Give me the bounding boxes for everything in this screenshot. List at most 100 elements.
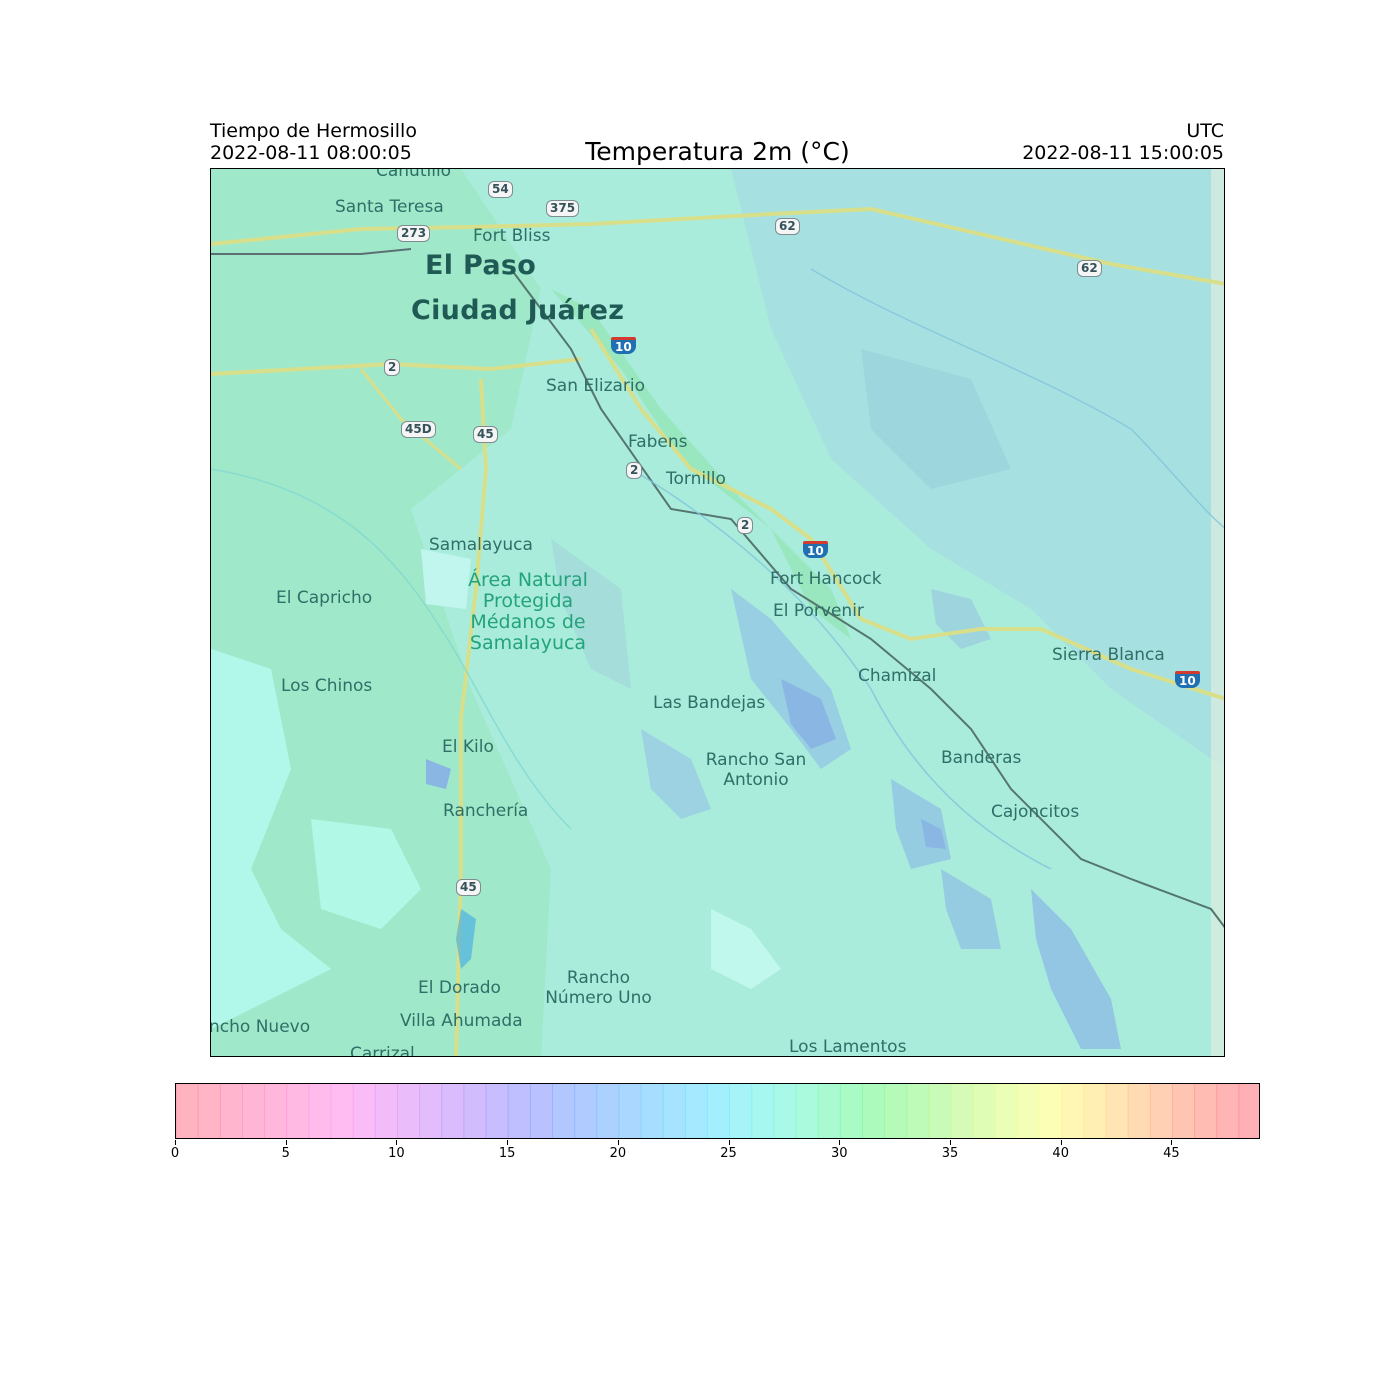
place-protected-area: Área Natural Protegida Médanos de Samala… xyxy=(463,570,593,654)
colorbar-swatch xyxy=(951,1084,974,1138)
numero-uno-line: Número Uno xyxy=(545,988,652,1008)
colorbar-tick-label: 25 xyxy=(720,1146,737,1161)
park-line-3: Médanos de xyxy=(470,611,586,633)
utc-label: UTC xyxy=(1186,120,1224,142)
highway-45-shield-south: 45 xyxy=(456,879,481,896)
colorbar-swatch xyxy=(508,1084,531,1138)
colorbar-swatch xyxy=(840,1084,863,1138)
colorbar-swatch xyxy=(176,1084,199,1138)
colorbar-tick xyxy=(617,1140,619,1145)
place-fort-bliss: Fort Bliss xyxy=(473,226,551,246)
place-villa-ahumada: Villa Ahumada xyxy=(400,1011,523,1031)
colorbar-swatch xyxy=(707,1084,731,1138)
temperature-map[interactable]: Canutillo Santa Teresa Fort Bliss El Pas… xyxy=(210,168,1225,1057)
colorbar-swatch xyxy=(906,1084,930,1138)
colorbar-tick xyxy=(396,1140,398,1145)
rancho-san-line: Rancho San xyxy=(705,750,807,770)
interstate-10-shield-sierra-blanca: 10 xyxy=(1175,671,1200,688)
place-san-elizario: San Elizario xyxy=(546,376,646,396)
colorbar-swatches xyxy=(176,1084,1259,1138)
place-los-lamentos: Los Lamentos xyxy=(789,1037,907,1057)
colorbar-tick xyxy=(1060,1140,1062,1145)
park-line-2: Protegida xyxy=(482,590,574,612)
park-line-4: Samalayuca xyxy=(469,632,587,654)
colorbar-tick xyxy=(728,1140,730,1145)
place-el-porvenir: El Porvenir xyxy=(773,601,864,621)
local-time-label: Tiempo de Hermosillo xyxy=(210,120,417,142)
place-el-dorado: El Dorado xyxy=(418,978,501,998)
colorbar-swatch xyxy=(796,1084,819,1138)
colorbar-swatch xyxy=(419,1084,443,1138)
colorbar-swatch xyxy=(220,1084,243,1138)
local-time-value: 2022-08-11 08:00:05 xyxy=(210,142,412,164)
colorbar-swatch xyxy=(441,1084,465,1138)
colorbar-tick-label: 40 xyxy=(1052,1146,1069,1161)
map-base-layer xyxy=(211,169,1224,1056)
colorbar-axis: 0 5 10 15 20 25 30 35 40 45 xyxy=(171,1140,1260,1170)
colorbar-tick-label: 45 xyxy=(1163,1146,1180,1161)
interstate-10-shield-hancock: 10 xyxy=(803,541,828,558)
place-chamizal: Chamizal xyxy=(858,666,937,686)
colorbar-swatch xyxy=(353,1084,376,1138)
colorbar-tick-label: 35 xyxy=(941,1146,959,1161)
colorbar-swatch xyxy=(751,1084,775,1138)
colorbar-swatch xyxy=(1017,1084,1041,1138)
colorbar-swatch xyxy=(641,1084,664,1138)
colorbar-tick xyxy=(285,1140,287,1145)
place-samalayuca: Samalayuca xyxy=(429,535,533,555)
colorbar-tick xyxy=(175,1140,176,1145)
colorbar-tick xyxy=(507,1140,509,1145)
place-rancho-san-antonio: Rancho San Antonio xyxy=(701,750,811,790)
highway-273-shield: 273 xyxy=(397,225,431,242)
highway-2-shield: 2 xyxy=(384,359,401,376)
interstate-10-shield: 10 xyxy=(611,337,636,354)
colorbar-swatch xyxy=(375,1084,398,1138)
antonio-line: Antonio xyxy=(723,770,789,790)
highway-62-shield-east: 62 xyxy=(1077,260,1102,277)
colorbar-swatch xyxy=(1194,1084,1218,1138)
colorbar-swatch xyxy=(884,1084,908,1138)
colorbar-swatch xyxy=(264,1084,288,1138)
rancho-line: Rancho xyxy=(566,968,631,988)
colorbar-tick-label: 15 xyxy=(498,1146,516,1161)
highway-45d-shield: 45D xyxy=(401,421,436,438)
colorbar-swatch xyxy=(530,1084,553,1138)
colorbar-swatch xyxy=(308,1084,332,1138)
place-fort-hancock: Fort Hancock xyxy=(770,569,882,589)
colorbar-swatch xyxy=(486,1084,509,1138)
colorbar-swatch xyxy=(729,1084,753,1138)
utc-time-header: UTC 2022-08-11 15:00:05 xyxy=(1022,120,1224,164)
place-ciudad-juarez: Ciudad Juárez xyxy=(411,295,625,326)
highway-54-shield: 54 xyxy=(488,181,513,198)
place-las-bandejas: Las Bandejas xyxy=(653,693,766,713)
colorbar-swatch xyxy=(463,1084,487,1138)
local-time-header: Tiempo de Hermosillo 2022-08-11 08:00:05 xyxy=(210,120,417,164)
place-fabens: Fabens xyxy=(628,432,688,452)
place-sierra-blanca: Sierra Blanca xyxy=(1052,645,1165,665)
colorbar-swatch xyxy=(198,1084,221,1138)
colorbar-swatch xyxy=(1238,1084,1259,1138)
place-canutillo: Canutillo xyxy=(376,168,452,181)
place-rancheria: Ranchería xyxy=(443,801,529,821)
colorbar-tick-label: 30 xyxy=(831,1146,848,1161)
highway-2-shield-tornillo: 2 xyxy=(737,517,754,534)
colorbar-tick-label: 10 xyxy=(388,1146,405,1161)
place-rancho-nuevo: ncho Nuevo xyxy=(210,1017,311,1037)
colorbar-swatch xyxy=(1216,1084,1240,1138)
colorbar-swatch xyxy=(862,1084,886,1138)
place-banderas: Banderas xyxy=(941,748,1022,768)
place-cajoncitos: Cajoncitos xyxy=(991,802,1080,822)
colorbar-swatch xyxy=(685,1084,708,1138)
colorbar-swatch xyxy=(618,1084,642,1138)
colorbar-swatch xyxy=(242,1084,266,1138)
colorbar-swatch xyxy=(331,1084,354,1138)
place-el-capricho: El Capricho xyxy=(276,588,373,608)
colorbar-swatch xyxy=(1150,1084,1173,1138)
park-line-1: Área Natural xyxy=(468,569,588,591)
colorbar-swatch xyxy=(552,1084,576,1138)
colorbar-swatch xyxy=(1128,1084,1151,1138)
temperature-colorbar xyxy=(175,1083,1260,1139)
highway-375-shield: 375 xyxy=(546,200,580,217)
colorbar-swatch xyxy=(973,1084,996,1138)
colorbar-swatch xyxy=(1172,1084,1196,1138)
